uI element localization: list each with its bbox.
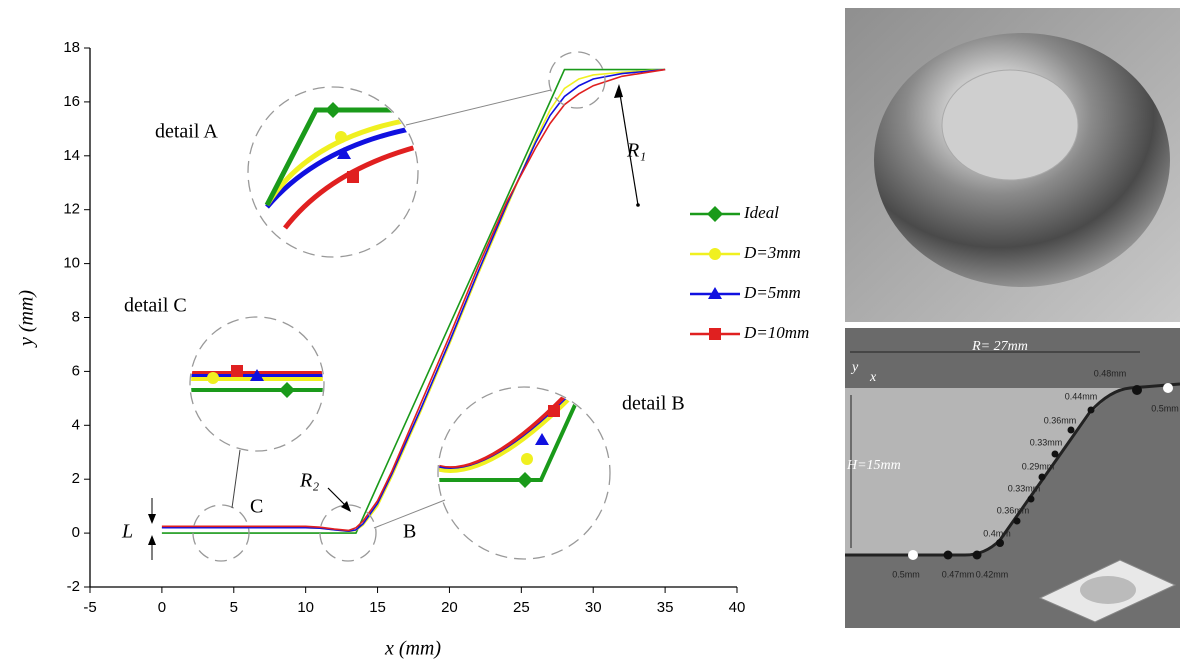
x-axis-label: x (mm): [384, 638, 441, 660]
thickness-label: 0.42mm: [976, 569, 1009, 579]
section-inner: [845, 388, 1128, 556]
thickness-label: 0.48mm: [1094, 368, 1127, 378]
y-tick-label: 12: [63, 201, 80, 218]
thickness-label: 0.33mm: [1008, 483, 1041, 493]
r1-arrow: [618, 87, 639, 206]
annotation: detail A: [155, 121, 218, 143]
arrow-head: [614, 84, 623, 98]
thickness-label: 0.33mm: [1030, 437, 1063, 447]
thickness-label: 0.36mm: [997, 505, 1030, 515]
series-line: [161, 68, 666, 532]
legend-marker: [709, 328, 721, 340]
legend-label: D=10mm: [743, 323, 809, 342]
zoom-circle: [548, 51, 606, 109]
annotation: R₁: [626, 140, 646, 162]
annotation: R₂: [299, 470, 319, 492]
photo-top: [845, 8, 1180, 322]
height-label: H=15mm: [846, 458, 901, 473]
legend-marker: [707, 206, 723, 222]
series-line: [161, 68, 666, 534]
zoom-circle: [192, 504, 250, 562]
zoom-circle: [319, 504, 377, 562]
x-tick-label: 5: [230, 599, 238, 616]
y-tick-label: 0: [72, 524, 80, 541]
x-tick-label: 25: [513, 599, 530, 616]
legend-label: D=5mm: [743, 283, 801, 302]
plot-area: -5 0 5 10 15 20 25 30 35 40 -2 0 2 4 6 8 10 12 14 16 18: [63, 39, 745, 616]
detail-circle: [247, 86, 419, 258]
arrow-head: [341, 501, 351, 512]
y-tick-label: -2: [67, 578, 80, 595]
thickness-label: 0.44mm: [1065, 391, 1098, 401]
y-tick-label: 8: [72, 308, 80, 325]
detail-circle: [437, 386, 611, 560]
annotations: detail A detail B detail C A B C L R₁ R₂: [121, 50, 685, 542]
x-tick-label: 15: [369, 599, 386, 616]
thickness-labels: 0.48mm 0.44mm 0.36mm 0.33mm 0.29mm 0.33mm 0.36…: [892, 368, 1179, 579]
y-tick-label: 16: [63, 93, 80, 110]
arrow-head: [148, 535, 156, 545]
annotation: C: [250, 496, 263, 518]
thickness-label: 0.5mm: [1151, 403, 1179, 413]
series-line: [161, 68, 666, 533]
y-tick-label: 2: [72, 470, 80, 487]
legend-marker: [709, 248, 721, 260]
y-tick-label: 18: [63, 39, 80, 56]
cone-top: [941, 69, 1079, 181]
dot: [636, 203, 640, 207]
radius-label: R= 27mm: [971, 339, 1028, 354]
axis-label: x: [869, 370, 877, 385]
x-tick-label: 10: [297, 599, 314, 616]
detail-b-curves: [439, 388, 586, 488]
y-tick-label: 10: [63, 255, 80, 272]
thickness-label: 0.47mm: [942, 569, 975, 579]
point: [1163, 383, 1173, 393]
annotation: detail C: [124, 295, 187, 317]
connector: [373, 499, 446, 529]
thickness-label: 0.4mm: [983, 528, 1011, 538]
y-tick-label: 6: [72, 362, 80, 379]
y-tick-label: 4: [72, 416, 80, 433]
y-axis-label: y (mm): [16, 290, 38, 348]
legend-label: D=3mm: [743, 243, 801, 262]
axis-label: y: [850, 360, 859, 375]
section-outer: [845, 384, 1180, 628]
detail-a-curves: [264, 102, 417, 230]
thickness-label: 0.5mm: [892, 569, 920, 579]
x-tick-label: 30: [585, 599, 602, 616]
annotation: A: [548, 50, 549, 53]
series-line: [161, 68, 666, 533]
photo-section: R= 27mm H=15mm y x 0.48mm 0.44mm 0.36mm 0.3…: [845, 328, 1180, 628]
annotation: L: [121, 521, 133, 543]
x-tick-label: 35: [657, 599, 674, 616]
detail-insets: [148, 51, 640, 562]
y-tick-label: 14: [63, 147, 80, 164]
specimen-icon: [1080, 576, 1136, 604]
detail-circle: [189, 316, 325, 452]
connector: [231, 449, 241, 509]
legend: Ideal D=3mm D=5mm D=10mm: [690, 203, 809, 342]
point: [908, 550, 918, 560]
arrow-head: [148, 514, 156, 524]
detail-c-curves: [191, 365, 323, 398]
x-tick-label: -5: [83, 599, 96, 616]
x-tick-label: 20: [441, 599, 458, 616]
x-tick-label: 0: [158, 599, 166, 616]
legend-label: Ideal: [743, 203, 779, 222]
thickness-label: 0.36mm: [1044, 415, 1077, 425]
connector: [405, 89, 552, 126]
annotation: B: [403, 521, 416, 543]
thickness-label: 0.29mm: [1022, 461, 1055, 471]
x-tick-label: 40: [729, 599, 746, 616]
photo-band: [845, 328, 1180, 388]
annotation: detail B: [622, 393, 685, 415]
legend-marker: [708, 287, 722, 299]
